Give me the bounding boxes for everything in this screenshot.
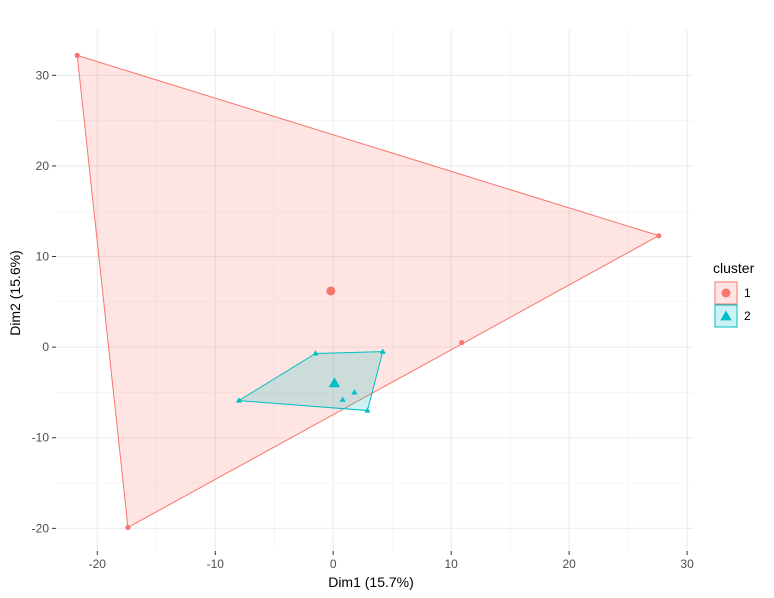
- y-tick-label: -20: [32, 521, 50, 535]
- cluster-1-point: [459, 340, 465, 346]
- x-tick-label: -10: [207, 557, 225, 571]
- y-tick-label: 30: [36, 68, 50, 82]
- cluster-2-point: [351, 389, 358, 395]
- y-axis-ticks: -20 -10 0 10 20 30: [32, 68, 56, 535]
- x-tick-label: 0: [330, 557, 337, 571]
- cluster-points: [74, 52, 662, 531]
- legend-title: cluster: [713, 260, 755, 276]
- cluster-1-center: [326, 286, 336, 296]
- x-tick-label: -20: [89, 557, 107, 571]
- x-axis-title: Dim1 (15.7%): [328, 574, 414, 590]
- y-tick-label: 20: [36, 159, 50, 173]
- x-axis-ticks: -20 -10 0 10 20 30: [89, 551, 694, 571]
- legend-label-1: 1: [744, 286, 751, 300]
- cluster-1-hull: [76, 54, 661, 529]
- cluster-2-point: [379, 348, 386, 354]
- grid: [56, 30, 693, 551]
- legend-label-2: 2: [744, 309, 751, 323]
- y-axis-title: Dim2 (15.6%): [7, 250, 23, 336]
- cluster-2-point: [339, 396, 346, 402]
- cluster-1-point: [656, 233, 662, 239]
- cluster-centers: [326, 286, 341, 388]
- cluster-2-point: [235, 397, 242, 403]
- cluster-1-point: [125, 524, 131, 531]
- y-tick-label: 10: [36, 250, 50, 264]
- x-tick-label: 30: [680, 557, 694, 571]
- y-tick-label: 0: [42, 340, 49, 354]
- legend-symbol-2: [720, 310, 732, 321]
- x-tick-label: 10: [444, 557, 458, 571]
- legend-entries: 12: [714, 281, 751, 328]
- cluster-2-center: [328, 377, 341, 388]
- y-tick-label: -10: [32, 431, 50, 445]
- x-tick-label: 20: [562, 557, 576, 571]
- cluster-2-point: [312, 350, 319, 356]
- legend-symbol-1: [721, 288, 731, 298]
- cluster-2-point: [364, 407, 371, 413]
- cluster-1-point: [74, 52, 80, 58]
- legend: cluster 12: [713, 260, 755, 328]
